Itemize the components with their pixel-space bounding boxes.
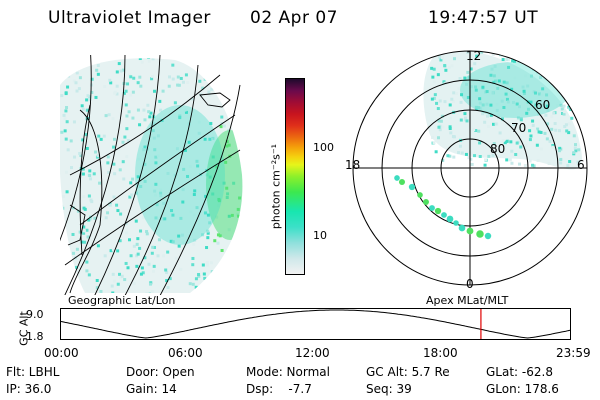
auroral-spot — [417, 192, 423, 198]
time-label: 19:47:57 UT — [428, 8, 539, 28]
status-gc-alt: GC Alt: 5.7 Re — [366, 365, 450, 379]
timeline-ytick-9: 9.0 — [26, 308, 44, 321]
auroral-spot — [484, 232, 492, 240]
auroral-spot — [453, 220, 459, 226]
auroral-spot — [429, 205, 435, 211]
auroral-spot — [466, 227, 474, 235]
auroral-spot — [398, 178, 406, 186]
geographic-map — [60, 55, 243, 295]
timeline-xtick-1200: 12:00 — [295, 346, 330, 360]
auroral-spot — [423, 199, 429, 205]
mlt-label-12: 12 — [466, 49, 482, 63]
instrument-title: Ultraviolet Imager — [48, 8, 211, 28]
status-door: Door: Open — [126, 365, 195, 379]
auroral-spot — [446, 215, 454, 223]
colorbar-tick-100: 100 — [313, 141, 334, 154]
status-filter: Flt: LBHL — [6, 365, 60, 379]
status-gain: Gain: 14 — [126, 382, 177, 396]
status-dsp: Dsp: -7.7 — [246, 382, 312, 396]
timeline-xtick-0600: 06:00 — [168, 346, 203, 360]
colorbar — [285, 78, 305, 275]
mlat-label-80: 80 — [490, 142, 506, 156]
status-mode: Mode: Normal — [246, 365, 330, 379]
auroral-spot — [434, 207, 442, 215]
status-glon: GLon: 178.6 — [486, 382, 559, 396]
mlt-label-6: 6 — [577, 158, 585, 172]
auroral-spot — [394, 175, 400, 181]
apex-caption: Apex MLat/MLT — [426, 294, 509, 307]
timeline-xtick-2359: 23:59 — [556, 346, 591, 360]
timeline-ytick-1.8: 1.8 — [26, 330, 44, 343]
auroral-spot — [458, 224, 466, 232]
mlt-label-0: 0 — [466, 277, 474, 291]
status-glat: GLat: -62.8 — [486, 365, 553, 379]
mlt-label-18: 18 — [345, 158, 361, 172]
mlat-label-60: 60 — [535, 98, 551, 112]
mlat-label-70: 70 — [511, 121, 527, 135]
timeline-xtick-1800: 18:00 — [423, 346, 458, 360]
date-label: 02 Apr 07 — [250, 8, 338, 28]
status-ip: IP: 36.0 — [6, 382, 52, 396]
geographic-caption: Geographic Lat/Lon — [68, 294, 176, 307]
colorbar-label: photon cm⁻²s⁻¹ — [269, 143, 283, 230]
status-seq: Seq: 39 — [366, 382, 412, 396]
altitude-timeline — [60, 308, 571, 340]
auroral-spot — [476, 230, 484, 238]
timeline-xtick-0000: 00:00 — [44, 346, 79, 360]
colorbar-tick-10: 10 — [313, 229, 327, 242]
auroral-spot — [408, 183, 416, 191]
polar-plot — [352, 50, 588, 286]
auroral-spot — [441, 212, 447, 218]
